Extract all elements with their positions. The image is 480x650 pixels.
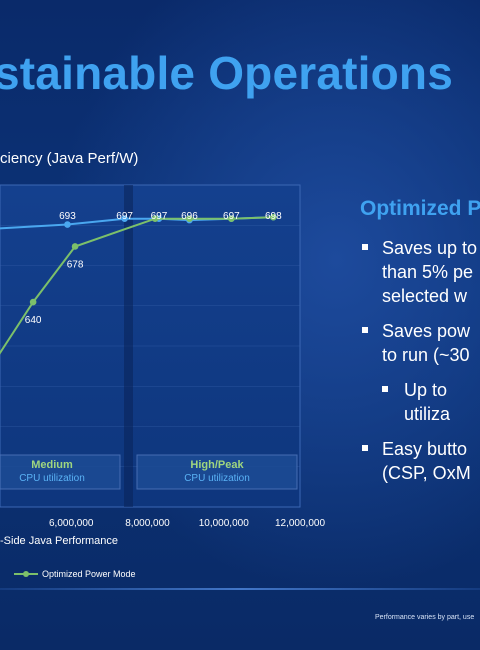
bullet-text-line: (CSP, OxM [382, 463, 471, 483]
series-layer [0, 213, 277, 355]
data-point [71, 243, 79, 250]
x-tick-label: 12,000,000 [275, 518, 325, 529]
data-point [121, 215, 128, 222]
bullet-marker [362, 445, 368, 451]
legend-marker [23, 571, 29, 577]
section-heading: Optimized P [360, 197, 480, 220]
data-label: 678 [67, 259, 84, 270]
bullet-text-line: Saves pow [382, 321, 471, 341]
region-sublabel-medium: CPU utilization [19, 473, 85, 484]
bullet-list: Saves up to than 5% pe selected w Saves pow… [360, 236, 480, 496]
data-label: 693 [59, 211, 76, 222]
data-label: 640 [25, 315, 42, 326]
bullet-item: Easy butto (CSP, OxM [360, 437, 480, 485]
region-label-high-peak: High/Peak [190, 459, 244, 471]
region-box-medium [0, 454, 121, 490]
data-point [151, 215, 159, 222]
legend-entry: Optimized Power Mode [42, 569, 136, 579]
data-label: 697 [151, 211, 168, 222]
x-tick-label: 6,000,000 [49, 518, 94, 529]
data-point [228, 215, 235, 222]
bullet-text-line: Saves up to [382, 238, 478, 258]
footer-divider [0, 588, 480, 590]
region-label-medium: Medium [31, 459, 73, 471]
x-tick-label: 10,000,000 [199, 518, 249, 529]
bullet-marker [382, 386, 388, 392]
data-label: 696 [181, 211, 198, 222]
data-label: 697 [116, 211, 133, 222]
data-label: 698 [265, 211, 282, 222]
bullet-item: Saves pow to run (~30 [360, 319, 480, 367]
bullet-text-line: to run (~30 [382, 345, 470, 365]
bullet-text-line: Up to [404, 380, 448, 400]
x-tick-label: 8,000,000 [125, 518, 170, 529]
footnote: Performance varies by part, use [375, 614, 475, 621]
bullet-marker [362, 244, 368, 250]
x-axis-label: -Side Java Performance [0, 535, 118, 547]
data-point [186, 215, 193, 222]
data-point [270, 213, 277, 221]
data-point [29, 298, 37, 306]
bullet-text-line: Easy butto [382, 439, 468, 459]
bullet-text-line: than 5% pe [382, 262, 474, 282]
data-labels: 693 697 697 696 697 698 640 678 [25, 211, 282, 326]
legend: Optimized Power Mode [14, 569, 136, 579]
line-chart: Medium CPU utilization High/Peak CPU uti… [0, 184, 325, 579]
bullet-text-line: selected w [382, 286, 468, 306]
sub-bullet-item: Up to utiliza [360, 378, 480, 426]
chart-title: ciency (Java Perf/W) [0, 150, 139, 167]
slide-title: stainable Operations [0, 47, 454, 99]
bullet-marker [362, 327, 368, 333]
data-label: 697 [223, 211, 240, 222]
data-point [64, 221, 71, 228]
region-box-high-peak [136, 454, 298, 490]
region-divider [124, 185, 133, 507]
x-axis-ticks: 6,000,000 8,000,000 10,000,000 12,000,000 [49, 518, 325, 529]
region-sublabel-high-peak: CPU utilization [184, 473, 250, 484]
bullet-text-line: utiliza [404, 404, 451, 424]
bullet-item: Saves up to than 5% pe selected w [360, 236, 480, 308]
